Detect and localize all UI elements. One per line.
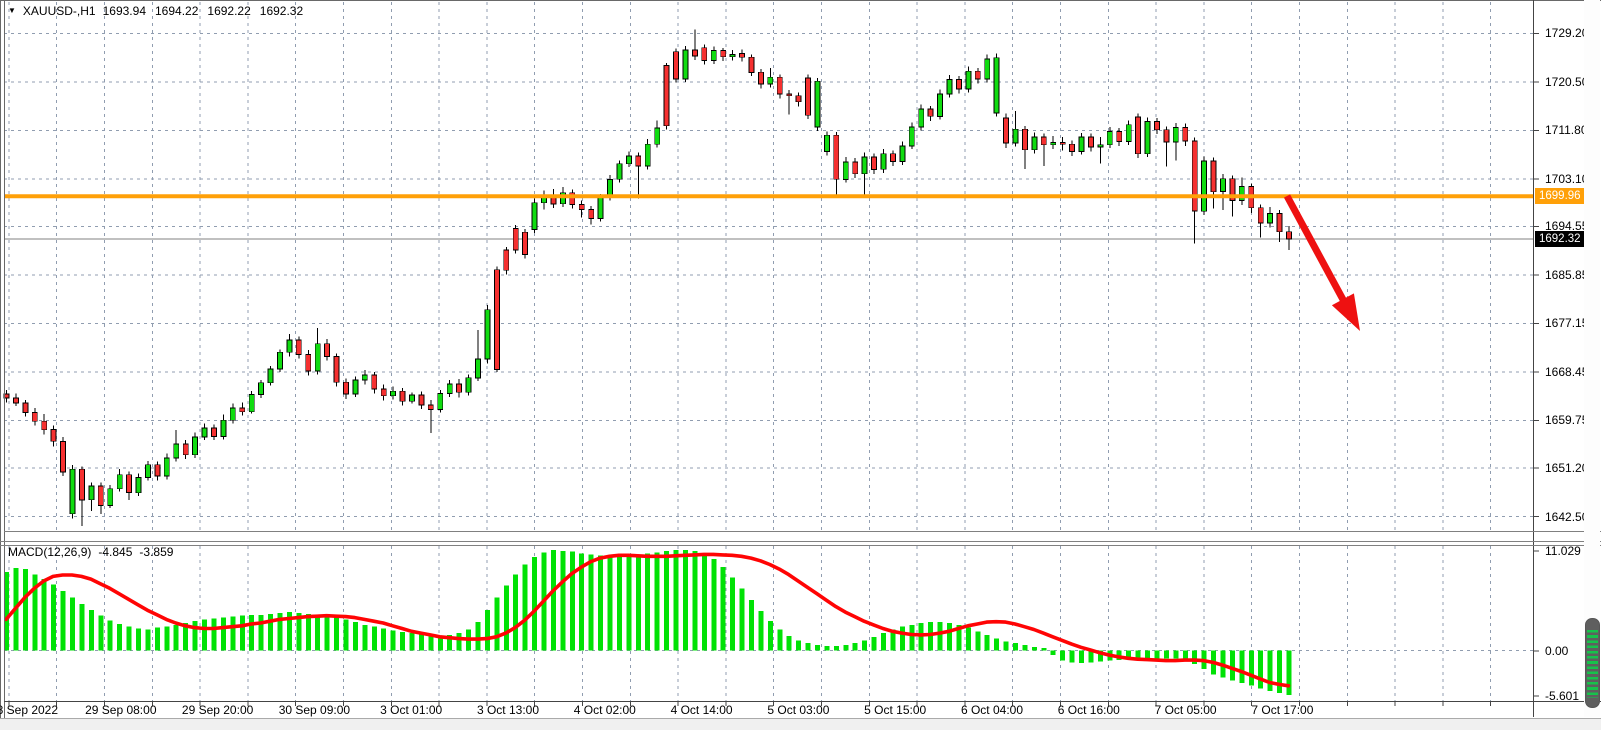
price-axis-label: 1651.20	[1545, 461, 1589, 476]
price-axis-label: 1677.15	[1545, 316, 1589, 331]
macd-signal-value: -3.859	[139, 545, 174, 559]
current-price-badge: 1692.32	[1535, 230, 1588, 247]
time-axis-label: 30 Sep 09:00	[278, 703, 351, 717]
gridlines	[4, 2, 1533, 701]
time-axis-label: 7 Oct 05:00	[1154, 703, 1217, 717]
macd-axis-label: -5.601	[1545, 689, 1580, 703]
time-axis-label: 4 Oct 14:00	[670, 703, 733, 717]
price-axis-label: 1703.10	[1545, 171, 1589, 186]
price-axis-label: 1659.75	[1545, 413, 1589, 428]
price-axis-label: 1711.80	[1545, 123, 1588, 138]
title-low: 1692.22	[207, 4, 251, 18]
price-axis-label: 1729.20	[1545, 26, 1589, 41]
hline-price-badge: 1699.96	[1535, 188, 1588, 205]
macd-value: -4.845	[98, 545, 133, 559]
time-axis-label: 7 Oct 17:00	[1251, 703, 1314, 717]
symbol-dropdown-icon[interactable]: ▼	[8, 6, 16, 15]
price-axis-label: 1642.50	[1545, 509, 1589, 524]
time-axis-label: 28 Sep 2022	[0, 703, 59, 717]
title-open: 1693.94	[102, 4, 146, 18]
price-axis-label: 1685.85	[1545, 267, 1589, 282]
chart-title: ▼ XAUUSD-,H1 1693.94 1694.22 1692.22 1692.3…	[8, 4, 312, 18]
price-axis[interactable]: 1729.20 1720.50 1711.80 1703.10 1694.55 1685.…	[1537, 0, 1599, 717]
time-axis-label: 5 Oct 03:00	[767, 703, 830, 717]
macd-histogram	[4, 549, 1292, 695]
scrollbar-thumb[interactable]	[1585, 618, 1600, 708]
time-axis[interactable]: 28 Sep 2022 29 Sep 08:00 29 Sep 20:00 30 Se…	[0, 702, 1536, 718]
time-axis-label: 5 Oct 15:00	[864, 703, 927, 717]
macd-indicator-label: MACD(12,26,9) -4.845 -3.859	[8, 545, 180, 559]
title-ohlc: 1693.94 1694.22 1692.22 1692.32	[103, 4, 313, 18]
macd-name: MACD(12,26,9)	[8, 545, 92, 559]
title-close: 1692.32	[259, 4, 304, 18]
time-axis-label: 4 Oct 02:00	[573, 703, 636, 717]
time-axis-label: 6 Oct 04:00	[960, 703, 1024, 717]
price-axis-label: 1720.50	[1545, 74, 1589, 89]
macd-axis[interactable]: 11.029 0.00 -5.601	[1537, 0, 1599, 717]
candlestick-series	[3, 29, 1292, 527]
time-axis-label: 3 Oct 01:00	[380, 703, 443, 717]
down-arrow-annotation[interactable]	[1283, 194, 1360, 331]
scrollbar-thumb-stripes	[1587, 630, 1598, 698]
status-strip	[0, 718, 1601, 730]
macd-signal-line	[4, 552, 1291, 688]
price-axis-label: 1668.45	[1545, 364, 1589, 379]
scrollbar-track[interactable]	[1584, 0, 1600, 717]
macd-axis-label: 0.00	[1545, 644, 1569, 658]
title-symbol: XAUUSD-,H1	[22, 4, 96, 18]
time-axis-label: 3 Oct 13:00	[476, 703, 540, 717]
price-axis-label: 1694.55	[1545, 219, 1589, 234]
time-axis-label: 29 Sep 08:00	[85, 703, 157, 717]
title-high: 1694.22	[155, 4, 199, 18]
macd-axis-label: 11.029	[1545, 544, 1581, 558]
time-axis-label: 6 Oct 16:00	[1057, 703, 1120, 717]
time-axis-label: 29 Sep 20:00	[181, 703, 254, 717]
